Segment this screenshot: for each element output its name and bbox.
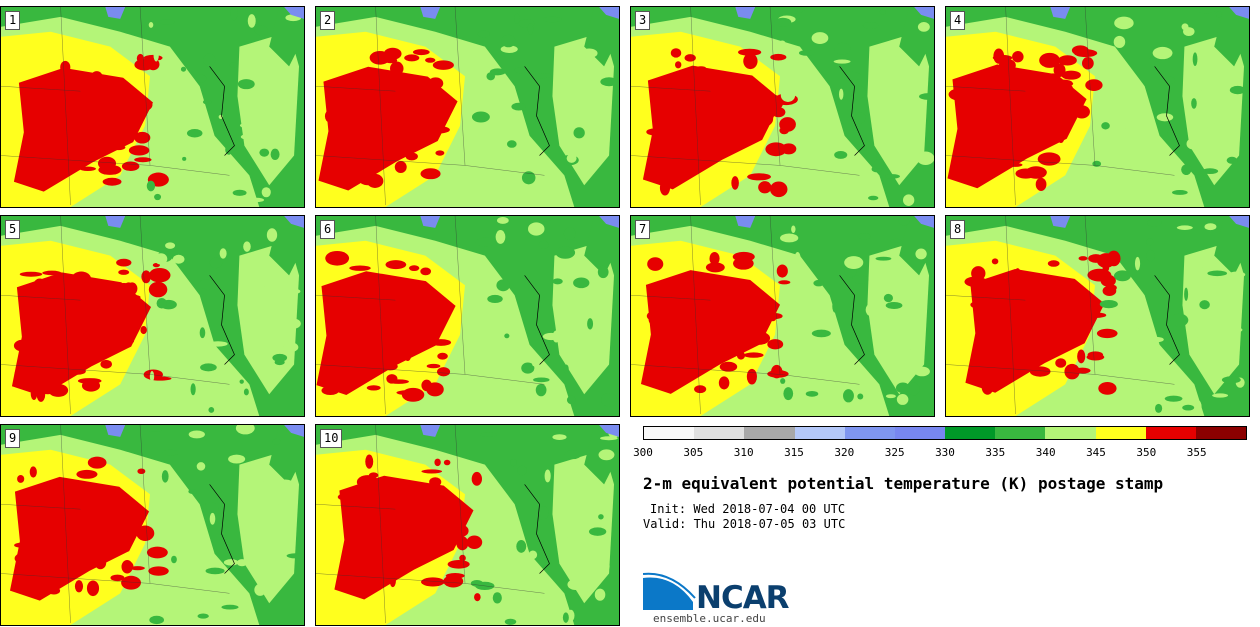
member-panel[interactable]: 9 bbox=[0, 424, 305, 626]
member-panel[interactable]: 2 bbox=[315, 6, 620, 208]
member-panel[interactable]: 3 bbox=[630, 6, 935, 208]
colorbar-labels: 300 305 310 315 320 325 330 335 340 345 350 355 bbox=[633, 446, 1253, 460]
colorbar-segment bbox=[1145, 427, 1196, 439]
member-number-label: 10 bbox=[320, 429, 343, 448]
member-panel[interactable]: 8 bbox=[945, 215, 1250, 417]
colorbar-tick-label: 320 bbox=[834, 446, 855, 459]
member-number-label: 6 bbox=[320, 220, 336, 239]
colorbar-tick-label: 315 bbox=[784, 446, 804, 459]
member-number-label: 7 bbox=[635, 220, 651, 239]
member-number-label: 3 bbox=[635, 11, 651, 30]
figure-title: 2-m equivalent potential temperature (K)… bbox=[643, 474, 1164, 493]
init-time: Init: Wed 2018-07-04 00 UTC bbox=[650, 502, 846, 516]
member-panel[interactable]: 10 bbox=[315, 424, 620, 626]
site-url[interactable]: ensemble.ucar.edu bbox=[653, 612, 766, 625]
member-number-label: 2 bbox=[320, 11, 336, 30]
colorbar-tick-label: 355 bbox=[1186, 446, 1207, 459]
colorbar-segment bbox=[694, 427, 745, 439]
colorbar-tick-label: 330 bbox=[935, 446, 955, 459]
ncar-logo-text: NCAR bbox=[696, 580, 790, 616]
colorbar-segment bbox=[1045, 427, 1096, 439]
member-number-label: 4 bbox=[950, 11, 966, 30]
member-number-label: 8 bbox=[950, 220, 966, 239]
colorbar-segment bbox=[844, 427, 895, 439]
colorbar-segment bbox=[995, 427, 1046, 439]
colorbar-tick-label: 335 bbox=[985, 446, 1006, 459]
member-panel[interactable]: 4 bbox=[945, 6, 1250, 208]
colorbar-tick-label: 340 bbox=[1035, 446, 1056, 459]
colorbar-segment bbox=[894, 427, 946, 439]
colorbar-tick-label: 305 bbox=[683, 446, 704, 459]
colorbar-segment bbox=[794, 427, 845, 439]
member-panel[interactable]: 1 bbox=[0, 6, 305, 208]
member-panel[interactable]: 6 bbox=[315, 215, 620, 417]
colorbar-segment bbox=[644, 427, 695, 439]
colorbar-segment bbox=[1195, 427, 1247, 439]
member-number-label: 9 bbox=[5, 429, 21, 448]
member-number-label: 5 bbox=[5, 220, 21, 239]
colorbar-tick-label: 325 bbox=[884, 446, 905, 459]
colorbar-segment bbox=[945, 427, 996, 439]
colorbar-tick-label: 350 bbox=[1136, 446, 1157, 459]
colorbar bbox=[643, 426, 1247, 440]
colorbar-tick-label: 300 bbox=[633, 446, 653, 459]
colorbar-segment bbox=[1095, 427, 1146, 439]
member-panel[interactable]: 7 bbox=[630, 215, 935, 417]
ncar-logo-icon bbox=[643, 572, 696, 610]
colorbar-segment bbox=[744, 427, 795, 439]
member-number-label: 1 bbox=[5, 11, 21, 30]
valid-time: Valid: Thu 2018-07-05 03 UTC bbox=[643, 517, 846, 531]
member-panel[interactable]: 5 bbox=[0, 215, 305, 417]
colorbar-tick-label: 345 bbox=[1086, 446, 1106, 459]
colorbar-tick-label: 310 bbox=[733, 446, 754, 459]
